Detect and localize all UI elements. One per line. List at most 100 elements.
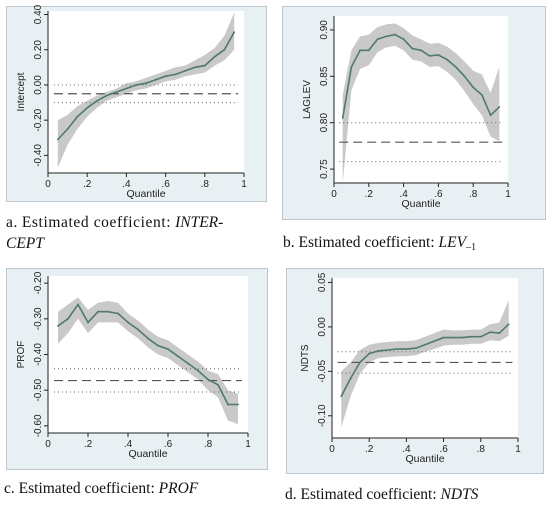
data-point <box>394 33 396 36</box>
x-tick-label: .4 <box>124 439 133 450</box>
data-point <box>125 87 128 90</box>
x-tick-label: 1 <box>245 439 251 450</box>
data-point <box>463 75 466 78</box>
data-point <box>174 73 177 76</box>
x-tick-label: .4 <box>402 444 411 455</box>
data-point <box>507 323 510 326</box>
x-tick-label: .4 <box>122 179 131 190</box>
caption-d: d. Estimated coefficient: NDTS <box>285 484 550 505</box>
data-point <box>472 86 475 89</box>
y-tick-label: -0.20 <box>33 271 44 294</box>
x-tick-label: .2 <box>83 179 92 190</box>
data-point <box>498 106 501 108</box>
data-point <box>350 66 353 68</box>
caption-b-var: LEV <box>438 234 467 251</box>
caption-b-subscript: –1 <box>466 242 477 253</box>
data-point <box>117 312 119 315</box>
caption-c-prefix: c. <box>4 480 15 497</box>
x-tick-label: 1 <box>515 444 521 455</box>
caption-b-text: Estimated coefficient: <box>298 234 435 251</box>
data-point <box>237 403 239 406</box>
y-tick-label: -0.40 <box>33 144 44 167</box>
data-point <box>167 348 169 351</box>
data-point <box>76 115 79 118</box>
x-tick-label: .8 <box>469 189 478 200</box>
data-point <box>340 395 343 398</box>
y-tick-label: 0.20 <box>33 40 44 60</box>
data-point <box>424 343 426 346</box>
x-tick-label: .2 <box>365 444 374 455</box>
y-tick-label: 0.05 <box>317 272 328 292</box>
caption-d-text: Estimated coefficient: <box>300 486 437 503</box>
data-point <box>411 47 414 50</box>
y-tick-label: -0.20 <box>33 108 44 131</box>
chart-svg: -0.60 -0.50 -0.40 -0.30 -0.20 0 .2 .4 .6 .8 1 Quant… <box>6 268 268 470</box>
data-point <box>86 106 89 109</box>
data-point <box>420 49 422 52</box>
data-point <box>386 349 389 351</box>
data-point <box>203 64 206 67</box>
data-point <box>437 54 440 56</box>
data-point <box>377 349 380 352</box>
x-axis-title: Quantile <box>126 188 165 200</box>
chart-svg: -0.10 -0.05 0.00 0.05 0 .2 .4 .6 .8 1 Quantile NDTS <box>286 268 544 474</box>
data-point <box>87 321 89 324</box>
data-point <box>402 38 405 41</box>
data-point <box>341 117 344 119</box>
data-point <box>223 48 226 51</box>
x-tick-label: .8 <box>477 444 486 455</box>
y-tick-label: -0.30 <box>33 307 44 330</box>
data-point <box>207 378 209 381</box>
data-point <box>115 91 118 93</box>
x-tick-label: 0 <box>329 444 335 455</box>
y-tick-label: 0.00 <box>317 317 328 337</box>
chart-panel-prof: -0.60 -0.50 -0.40 -0.30 -0.20 0 .2 .4 .6 .8 1 Quant… <box>6 268 268 470</box>
x-tick-label: 1 <box>241 179 247 190</box>
data-point <box>67 317 69 320</box>
x-tick-label: .6 <box>161 179 170 190</box>
y-axis-title: NDTS <box>300 344 311 372</box>
caption-b: b. Estimated coefficient: LEV–1 <box>283 232 550 255</box>
data-point <box>56 138 59 141</box>
data-point <box>137 328 139 331</box>
x-axis-title: Quantile <box>128 448 167 460</box>
x-tick-label: .8 <box>204 439 213 450</box>
data-point <box>405 348 408 351</box>
data-point <box>454 66 457 68</box>
y-tick-label: 0.85 <box>319 66 330 86</box>
y-tick-label: 0.90 <box>319 20 330 40</box>
caption-b-prefix: b. <box>283 234 295 251</box>
caption-c-var: PROF <box>158 480 199 497</box>
y-tick-label: -0.60 <box>33 414 44 437</box>
data-point <box>446 58 448 61</box>
caption-a-prefix: a. <box>6 214 18 231</box>
data-point <box>349 377 352 380</box>
x-tick-label: .2 <box>365 189 374 200</box>
confidence-band <box>58 297 238 425</box>
x-tick-label: .6 <box>439 444 448 455</box>
data-point <box>66 128 69 130</box>
confidence-band <box>341 300 509 428</box>
y-tick-label: -0.10 <box>317 404 328 427</box>
data-point <box>127 321 129 324</box>
caption-a-var-line1: INTER- <box>175 214 224 231</box>
data-point <box>105 94 108 97</box>
caption-a: a. Estimated coefficient: INTER- CEPT <box>6 212 272 254</box>
x-tick-label: 0 <box>45 439 51 450</box>
data-point <box>217 383 219 386</box>
data-point <box>147 337 149 340</box>
data-point <box>452 336 454 339</box>
data-point <box>479 335 482 338</box>
data-point <box>396 348 398 351</box>
data-point <box>187 362 189 365</box>
data-point <box>213 55 216 58</box>
y-axis-title: LAGLEV <box>302 80 313 119</box>
x-axis-title: Quantile <box>401 198 440 210</box>
x-tick-label: .6 <box>164 439 173 450</box>
data-point <box>154 78 157 81</box>
x-tick-label: 1 <box>505 189 511 200</box>
y-tick-label: -0.50 <box>33 378 44 401</box>
data-point <box>227 403 229 406</box>
caption-c: c. Estimated coefficient: PROF <box>4 478 274 499</box>
data-point <box>194 66 196 69</box>
